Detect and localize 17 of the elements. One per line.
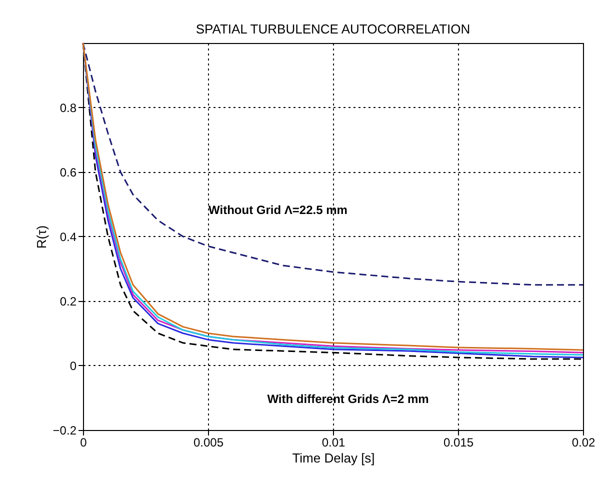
annotation: With different Grids Λ=2 mm (267, 392, 429, 406)
x-tick-label: 0.015 (443, 436, 474, 450)
x-tick-label: 0.01 (322, 436, 346, 450)
x-tick-label: 0.005 (193, 436, 224, 450)
y-tick-label: 0.2 (60, 294, 77, 308)
y-axis-title: R(τ) (34, 225, 49, 249)
y-tick-label: 0.6 (60, 166, 77, 180)
y-tick-label: 0.4 (60, 230, 77, 244)
y-tick-label: 0 (70, 359, 77, 373)
x-tick-label: 0 (80, 436, 88, 450)
x-tick-label: 0.02 (572, 436, 596, 450)
annotation: Without Grid Λ=22.5 mm (208, 203, 348, 217)
line-series (82, 42, 584, 286)
y-tick-label: −0.2 (52, 424, 77, 438)
y-tick-label: 0.8 (60, 101, 77, 115)
chart-title: SPATIAL TURBULENCE AUTOCORRELATION (196, 21, 470, 36)
x-axis-title: Time Delay [s] (292, 450, 375, 466)
